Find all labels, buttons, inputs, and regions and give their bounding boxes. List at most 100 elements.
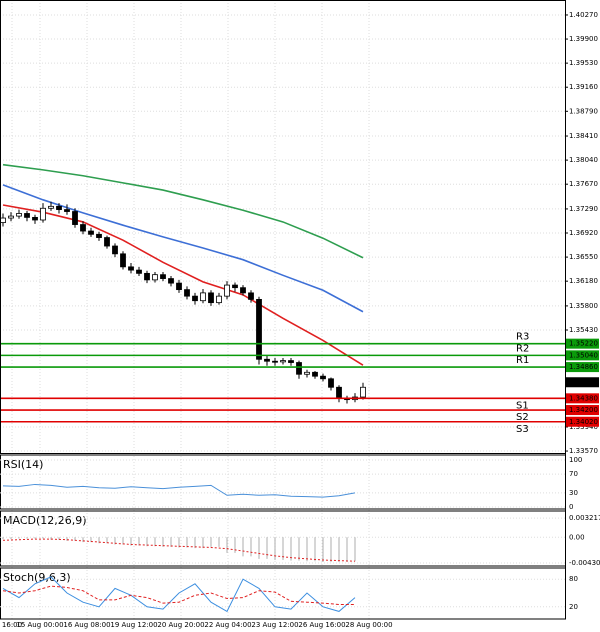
level-price: 1.35220	[569, 340, 598, 348]
y-tick-label: -0.004307	[569, 559, 600, 567]
indicator-line	[2, 585, 355, 605]
level-name: R3	[516, 332, 529, 343]
level-name: R1	[516, 355, 529, 366]
level-price-box	[566, 393, 599, 404]
level-price: 1.34860	[569, 363, 598, 371]
candle-body	[184, 289, 190, 297]
indicator-line	[2, 576, 356, 613]
y-tick-label: 1.37290	[569, 205, 598, 213]
y-tick-label: 80	[569, 575, 578, 583]
candle-body	[248, 292, 254, 300]
candle-body	[232, 284, 238, 289]
y-tick-label: 1.35430	[569, 326, 598, 334]
y-tick-label: 1.36920	[569, 229, 598, 237]
candle-body	[360, 386, 366, 398]
y-tick-label: 1.38410	[569, 132, 598, 140]
y-tick-label: 1.39160	[569, 83, 598, 91]
moving-average	[2, 184, 364, 313]
candle-body	[320, 375, 326, 380]
y-tick-label: 1.33940	[569, 423, 598, 431]
level-name: S3	[516, 424, 529, 435]
x-tick-label: 16 Aug 08:00	[63, 621, 110, 629]
candle-body	[104, 237, 110, 247]
level-price: 1.34200	[569, 406, 598, 414]
candle-body	[8, 215, 14, 219]
candle-body	[80, 224, 86, 232]
level-name: S2	[516, 412, 529, 423]
candle-body	[280, 360, 286, 363]
y-tick-label: 1.36180	[569, 277, 598, 285]
candle-body	[336, 386, 342, 399]
y-tick-label: 1.38790	[569, 107, 598, 115]
candle-body	[120, 253, 126, 268]
y-tick-label: 1.40270	[569, 11, 598, 19]
candle-body	[56, 205, 62, 210]
y-tick-label: 100	[569, 456, 582, 464]
candle-body	[312, 371, 318, 377]
y-tick-label: 30	[569, 489, 578, 497]
indicator-title: RSI(14)	[3, 458, 43, 471]
x-tick-label: 26 Aug 16:00	[298, 621, 345, 629]
y-tick-label: 1.38040	[569, 156, 598, 164]
candle-body	[168, 278, 174, 284]
candle-body	[128, 266, 134, 271]
x-tick-label: 28 Aug 00:00	[345, 621, 392, 629]
candle-body	[296, 362, 302, 375]
candle-body	[328, 378, 334, 388]
candle-body	[240, 287, 246, 294]
indicator-title: MACD(12,26,9)	[3, 514, 87, 527]
candle-body	[152, 274, 158, 281]
current-price-box	[566, 377, 599, 388]
x-tick-label: 16:00	[2, 621, 22, 629]
current-price: 1.34627	[569, 378, 598, 386]
y-tick-label: 20	[569, 603, 578, 611]
candle-body	[288, 360, 294, 363]
candle-body	[32, 216, 38, 221]
x-tick-label: 19 Aug 12:00	[110, 621, 157, 629]
candle-body	[208, 292, 214, 304]
x-tick-label: 20 Aug 20:00	[157, 621, 204, 629]
level-price: 1.35040	[569, 351, 598, 359]
y-tick-label: 1.33570	[569, 447, 598, 455]
candle-body	[48, 205, 54, 209]
candle-body	[136, 269, 142, 274]
macd-signal	[2, 538, 356, 562]
moving-average	[2, 163, 364, 259]
level-price-box	[566, 416, 599, 427]
candle-body	[264, 358, 270, 362]
y-tick-label: 70	[569, 470, 578, 478]
candle-body	[160, 274, 166, 279]
candle-body	[304, 371, 310, 375]
level-price: 1.34020	[569, 418, 598, 426]
x-tick-label: 23 Aug 12:00	[251, 621, 298, 629]
candle-body	[16, 213, 22, 217]
candle-body	[24, 213, 30, 218]
x-tick-label: 22 Aug 04:00	[204, 621, 251, 629]
y-tick-label: 1.36550	[569, 253, 598, 261]
x-tick-label: 15 Aug 00:00	[16, 621, 63, 629]
indicator-line	[2, 483, 356, 498]
level-price-box	[566, 405, 599, 416]
level-price-box	[566, 362, 599, 373]
y-tick-label: 0.00	[569, 533, 585, 541]
y-tick-label: 1.39900	[569, 35, 598, 43]
candle-body	[224, 284, 230, 297]
y-tick-label: 1.39530	[569, 59, 598, 67]
moving-average	[2, 204, 364, 366]
y-tick-label: 1.37670	[569, 180, 598, 188]
candle-body	[112, 245, 118, 255]
level-name: R2	[516, 343, 529, 354]
candle-body	[0, 217, 6, 223]
level-price: 1.34380	[569, 394, 598, 402]
level-price-box	[566, 350, 599, 361]
candle-body	[88, 230, 94, 235]
candle-body	[96, 233, 102, 238]
candle-body	[192, 295, 198, 302]
indicator-title: Stoch(9,6,3)	[3, 571, 71, 584]
candle-body	[40, 207, 46, 221]
candle-body	[176, 282, 182, 291]
candle-body	[216, 295, 222, 304]
level-name: S1	[516, 400, 529, 411]
